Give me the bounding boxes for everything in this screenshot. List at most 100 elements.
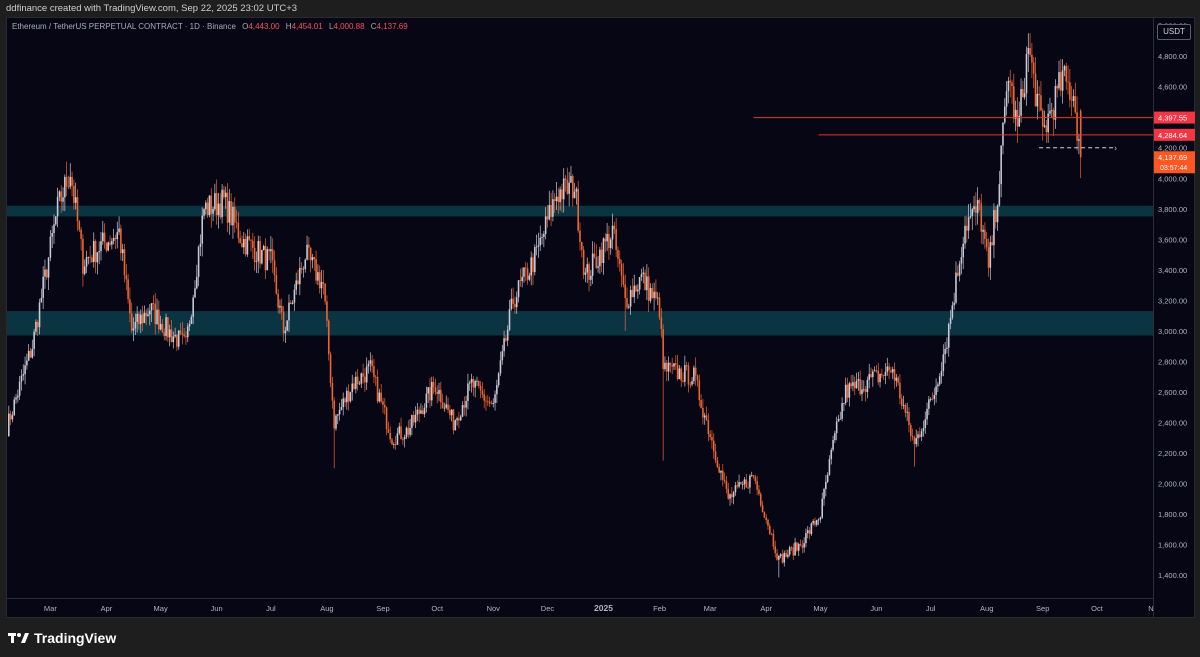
candle-body [85, 257, 88, 267]
candle-body [60, 191, 63, 202]
candle-body [823, 488, 825, 499]
candle-body [544, 216, 547, 234]
candle-body [611, 225, 614, 240]
candle-body [186, 326, 189, 338]
candle-body [604, 238, 607, 242]
candle-body [862, 389, 865, 391]
candle-body [396, 433, 399, 445]
candle-body [492, 402, 495, 405]
candle-body [344, 398, 346, 403]
candle-body [121, 249, 124, 254]
symbol-legend[interactable]: Ethereum / TetherUS PERPETUAL CONTRACT ·… [12, 22, 408, 31]
candle-body [821, 498, 824, 518]
candle-body [711, 437, 713, 441]
candle-body [33, 331, 35, 349]
candle-body [494, 394, 496, 403]
plot-area[interactable]: › [7, 18, 1153, 598]
candle-body [1076, 112, 1078, 141]
price-chart-svg[interactable]: › [7, 18, 1153, 598]
price-tick-label: 4,000.00 [1158, 174, 1187, 183]
candle-body [575, 188, 578, 192]
candle-body [725, 481, 728, 489]
candle-body [541, 236, 543, 238]
candle-body [651, 288, 654, 299]
candle-body [528, 275, 531, 280]
candle-body [44, 269, 46, 277]
candle-body [91, 257, 93, 262]
candle-body [266, 249, 269, 271]
candle-body [837, 418, 840, 422]
candle-body [579, 230, 581, 242]
candle-body [884, 371, 887, 376]
candle-body [759, 493, 762, 506]
candle-body [626, 297, 628, 308]
candle-body [866, 379, 869, 392]
candle-body [67, 186, 70, 188]
candle-body [768, 525, 771, 534]
candle-body [51, 233, 53, 237]
candle-body [891, 369, 894, 373]
candle-body [103, 232, 106, 243]
candle-body [463, 405, 466, 408]
candle-body [346, 390, 348, 403]
candle-body [217, 203, 220, 216]
candle-body [89, 256, 91, 258]
candle-body [132, 328, 135, 331]
candle-body [458, 418, 460, 421]
candle-body [255, 261, 258, 263]
candle-body [687, 365, 690, 385]
candle-body [564, 178, 567, 181]
price-scale[interactable]: 1,400.00 1,600.00 1,800.00 2,000.00 2,200.00… [1153, 18, 1195, 617]
close-value: 4,137.69 [376, 22, 408, 31]
candle-body [664, 362, 666, 370]
price-tick-label: 4,200.00 [1158, 144, 1187, 153]
time-tick-label: No [1148, 604, 1153, 613]
time-tick-label: Apr [101, 604, 113, 613]
candle-body [468, 382, 471, 384]
candle-body [1013, 86, 1015, 119]
currency-button[interactable]: USDT [1157, 24, 1191, 40]
candle-body [1069, 82, 1071, 100]
price-tick-label: 4,600.00 [1158, 83, 1187, 92]
candle-body [830, 449, 833, 460]
candle-body [895, 377, 898, 381]
candle-body [929, 398, 932, 400]
candle-body [42, 276, 44, 298]
candle-body [756, 481, 758, 490]
time-scale[interactable]: Mar Apr May Jun Jul Aug Sep Oct Nov Dec 2025 Feb Mar… [7, 598, 1158, 617]
candle-body [385, 407, 388, 430]
candle-body [176, 334, 178, 347]
candle-body [537, 245, 540, 247]
candle-body [582, 249, 585, 275]
candle-body [98, 251, 100, 253]
candle-body [568, 182, 570, 194]
candle-body [779, 554, 782, 556]
candle-body [859, 379, 861, 395]
candle-body [82, 238, 84, 274]
candle-body [400, 426, 402, 439]
candle-body [300, 267, 303, 270]
candle-body [629, 289, 632, 307]
candle-body [796, 542, 798, 551]
candle-body [391, 439, 393, 445]
candle-body [552, 199, 554, 217]
candle-body [387, 429, 390, 433]
candle-body [870, 374, 872, 378]
candle-body [1014, 109, 1017, 119]
candle-body [208, 195, 211, 216]
candle-body [908, 411, 910, 426]
candle-body [523, 267, 525, 277]
chart-container[interactable]: › Ethereum / TetherUS PERPETUAL CONTRACT… [6, 17, 1195, 618]
candle-body [1000, 145, 1002, 185]
candle-body [499, 360, 502, 374]
tradingview-logo[interactable]: TradingView [8, 628, 116, 648]
candle-body [996, 205, 999, 223]
candle-body [588, 264, 590, 280]
candle-body [738, 482, 740, 487]
candle-body [35, 321, 37, 332]
candle-body [812, 521, 814, 524]
candle-body [515, 297, 518, 308]
candle-body [622, 275, 625, 285]
candle-body [195, 276, 198, 289]
candle-body [646, 276, 648, 291]
